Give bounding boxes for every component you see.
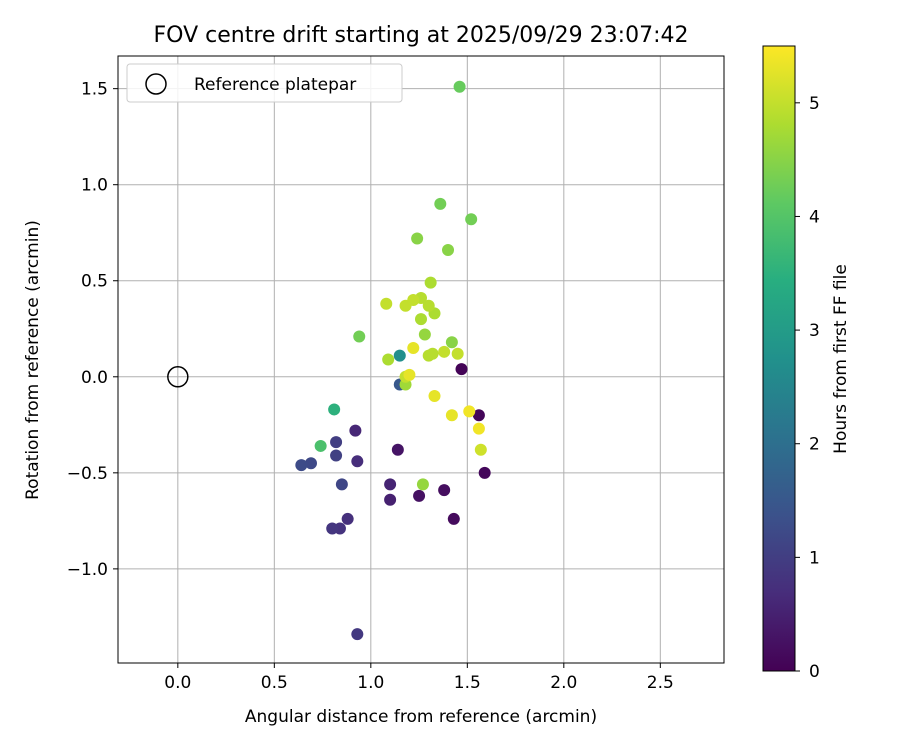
data-points [295, 80, 491, 641]
data-point [403, 368, 416, 381]
colorbar-tick-label: 4 [809, 207, 820, 227]
data-point [326, 522, 339, 535]
reference-platepar-marker [167, 366, 189, 388]
data-point [341, 512, 354, 525]
data-point [349, 424, 362, 437]
data-point [384, 478, 397, 491]
data-point [380, 297, 393, 310]
data-point [438, 484, 451, 497]
x-tick-label: 1.0 [357, 673, 384, 693]
colorbar-tick-label: 1 [809, 548, 820, 568]
chart-title: FOV centre drift starting at 2025/09/29 … [154, 23, 689, 48]
colorbar-tick-label: 2 [809, 435, 820, 455]
y-tick-label: 1.5 [81, 80, 108, 100]
data-point [422, 299, 435, 312]
y-tick-label: 0.5 [81, 272, 108, 292]
x-tick-label: 0.5 [261, 673, 288, 693]
data-point [353, 330, 366, 343]
data-point [472, 422, 485, 435]
grid-lines [118, 56, 724, 663]
colorbar-label: Hours from first FF file [831, 264, 851, 454]
data-point [351, 455, 364, 468]
data-point [393, 349, 406, 362]
data-point [447, 512, 460, 525]
colorbar-tick-label: 5 [809, 94, 820, 114]
data-point [330, 436, 343, 449]
data-point [413, 489, 426, 502]
data-point [472, 409, 485, 422]
data-point [295, 459, 308, 472]
data-point [304, 457, 317, 470]
data-point [411, 232, 424, 245]
data-point [445, 409, 458, 422]
data-point [415, 313, 427, 326]
legend-box [126, 63, 403, 103]
data-point [384, 493, 397, 506]
data-point [407, 293, 420, 306]
legend: Reference platepar [126, 63, 403, 103]
data-point [391, 443, 404, 456]
data-point [438, 345, 451, 358]
data-point [314, 439, 327, 452]
data-point [478, 466, 491, 479]
data-point [434, 197, 447, 210]
colorbar-gradient [762, 45, 796, 672]
colorbar-tick-label: 0 [809, 662, 820, 682]
y-axis-label: Rotation from reference (arcmin) [23, 220, 43, 500]
data-point [424, 276, 437, 289]
data-point [453, 80, 466, 93]
y-tick-label: −1.0 [67, 560, 108, 580]
x-tick-label: 2.5 [647, 673, 674, 693]
y-tick-label: 1.0 [81, 176, 108, 196]
data-point [351, 628, 364, 641]
colorbar-ticks: 0 1 2 3 4 5 [795, 94, 820, 682]
colorbar: 0 1 2 3 4 5 Hours from first FF file [762, 45, 851, 682]
x-tick-label: 2.0 [550, 673, 577, 693]
data-point [407, 341, 420, 354]
data-point [382, 353, 395, 366]
colorbar-tick-label: 3 [809, 321, 820, 341]
reference-layer [167, 366, 189, 388]
data-point [465, 213, 478, 226]
data-point [455, 363, 468, 376]
data-point [328, 403, 341, 416]
data-point [442, 244, 455, 257]
data-point [474, 443, 487, 456]
data-point [335, 478, 348, 491]
data-point [451, 347, 464, 360]
data-point [445, 336, 458, 349]
data-point [330, 449, 343, 462]
data-point [428, 389, 441, 402]
data-point [418, 328, 431, 341]
y-axis-ticks: −1.0 −0.5 0.0 0.5 1.0 1.5 [67, 80, 118, 580]
x-tick-label: 1.5 [454, 673, 481, 693]
x-axis-ticks: 0.0 0.5 1.0 1.5 2.0 2.5 [164, 663, 674, 693]
plot-frame [117, 55, 725, 664]
data-point [463, 405, 476, 418]
data-point [426, 347, 439, 360]
data-point [416, 478, 429, 491]
x-axis-label: Angular distance from reference (arcmin) [245, 707, 597, 727]
y-tick-label: 0.0 [81, 368, 108, 388]
legend-entry-reference: Reference platepar [194, 75, 356, 95]
y-tick-label: −0.5 [67, 464, 108, 484]
x-tick-label: 0.0 [164, 673, 191, 693]
legend-reference-marker [145, 73, 167, 95]
